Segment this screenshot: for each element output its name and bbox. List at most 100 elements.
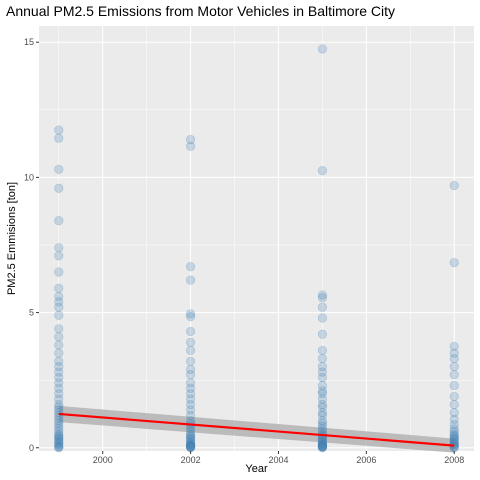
data-point (54, 433, 64, 443)
data-point (185, 345, 196, 356)
data-point (317, 442, 328, 452)
data-point (185, 440, 196, 450)
data-point (449, 430, 459, 441)
data-point (449, 408, 459, 418)
x-tick-label: 2004 (268, 455, 288, 465)
data-point (317, 436, 328, 446)
data-point (317, 302, 328, 312)
data-point (317, 399, 328, 410)
data-point (54, 432, 64, 442)
data-point (317, 372, 328, 383)
data-point (185, 430, 196, 441)
data-point (54, 310, 64, 320)
data-point (54, 430, 64, 441)
data-point (317, 353, 328, 364)
data-point (54, 367, 64, 377)
data-point (317, 394, 328, 404)
data-point (54, 436, 64, 446)
data-point (317, 313, 328, 323)
data-point (317, 442, 328, 452)
data-point (54, 133, 64, 143)
data-point (185, 326, 196, 337)
data-point (317, 410, 328, 420)
data-point (54, 402, 64, 412)
data-point (317, 440, 328, 451)
data-point (54, 164, 64, 174)
data-point (185, 312, 196, 322)
data-point (54, 183, 64, 193)
data-point (185, 440, 196, 451)
data-point (185, 429, 196, 439)
data-point (54, 416, 64, 426)
data-point (185, 410, 196, 420)
x-tick-label: 2000 (93, 455, 113, 465)
points-layer (54, 44, 459, 453)
data-point (54, 435, 64, 445)
data-point (449, 353, 459, 364)
data-point (449, 424, 459, 434)
data-point (449, 433, 459, 443)
data-point (185, 439, 196, 450)
data-point (317, 421, 328, 431)
x-axis-ticks: 2000 2002 2004 2006 2008 (93, 451, 464, 465)
data-point (185, 405, 196, 415)
data-point (54, 441, 64, 452)
data-point (54, 297, 64, 307)
data-point (185, 399, 196, 410)
data-point (54, 437, 64, 447)
data-point (54, 383, 64, 393)
data-point (185, 433, 196, 443)
data-point (449, 257, 459, 268)
data-point (185, 426, 196, 437)
data-point (449, 180, 459, 191)
data-point (185, 394, 196, 404)
regression-line (58, 412, 455, 447)
data-point (185, 364, 196, 374)
data-point (449, 432, 459, 442)
data-point (54, 394, 64, 404)
data-point (317, 44, 328, 54)
data-point (54, 439, 64, 449)
data-point (317, 380, 328, 391)
data-point (54, 302, 64, 312)
data-point (317, 389, 328, 399)
y-tick-label: 15 (24, 37, 34, 47)
data-point (317, 439, 328, 450)
x-axis-title: Year (245, 463, 268, 475)
data-point (449, 426, 459, 437)
data-point (54, 267, 64, 277)
x-tick-label: 2008 (444, 455, 464, 465)
data-point (185, 436, 196, 446)
data-point (449, 399, 459, 410)
data-point (54, 332, 64, 342)
data-point (54, 426, 64, 437)
data-point (54, 429, 64, 439)
data-point (317, 329, 328, 339)
data-point (449, 362, 459, 372)
data-point (317, 440, 328, 450)
data-point (54, 424, 64, 434)
data-point (449, 429, 459, 439)
data-point (185, 441, 196, 451)
x-tick-label: 2006 (356, 455, 376, 465)
data-point (449, 348, 459, 358)
data-point (317, 437, 328, 447)
data-point (54, 348, 64, 358)
data-point (185, 141, 196, 151)
data-point (317, 418, 328, 429)
data-point (185, 437, 196, 447)
data-point (54, 125, 64, 135)
y-tick-label: 5 (29, 308, 34, 318)
y-tick-label: 10 (24, 172, 34, 182)
data-point (54, 378, 64, 388)
chart-title: Annual PM2.5 Emissions from Motor Vehicl… (6, 3, 395, 19)
data-point (317, 367, 328, 377)
data-point (54, 399, 64, 410)
data-point (54, 442, 64, 452)
data-point (185, 432, 196, 442)
data-point (54, 362, 64, 372)
data-point (185, 443, 196, 453)
data-point (185, 442, 196, 452)
data-point (317, 290, 328, 300)
